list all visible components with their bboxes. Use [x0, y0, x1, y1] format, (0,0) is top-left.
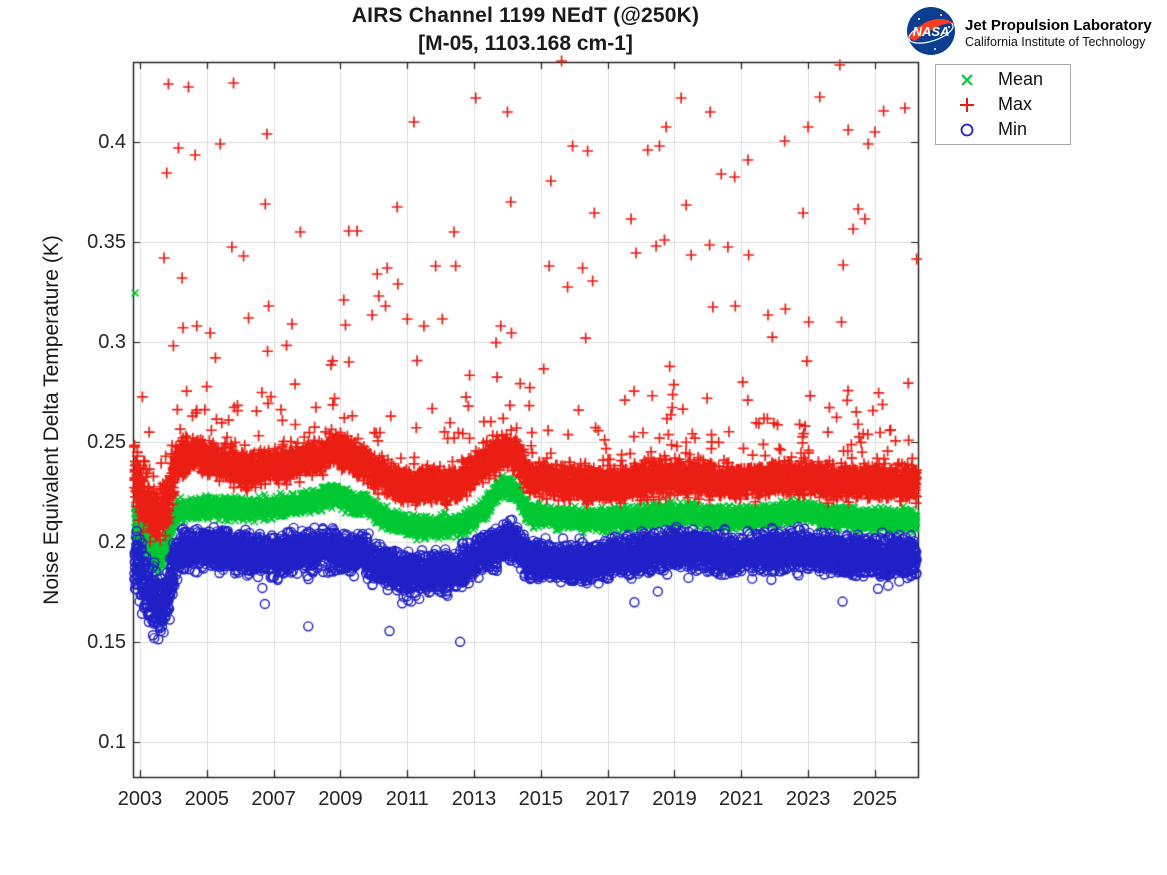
legend-label-min: Min	[998, 119, 1028, 139]
y-tick-label: 0.2	[98, 531, 126, 553]
y-tick-label: 0.4	[98, 131, 126, 153]
legend-item-min: Min	[936, 117, 1070, 142]
x-tick-label: 2023	[785, 788, 831, 810]
jpl-logo: NASA Jet Propulsion Laboratory Californi…	[905, 5, 1152, 62]
chart-legend: Mean Max Min	[935, 64, 1071, 145]
legend-label-mean: Mean	[998, 69, 1044, 89]
y-axis-label: Noise Equivalent Delta Temperature (K)	[40, 235, 63, 605]
jpl-caltech: California Institute of Technology	[965, 35, 1146, 49]
min-marker-icon	[936, 121, 998, 139]
x-tick-label: 2003	[117, 788, 163, 810]
x-tick-label: 2025	[852, 788, 898, 810]
nasa-meatball-icon: NASA	[905, 5, 957, 62]
legend-item-max: Max	[936, 92, 1070, 117]
jpl-wordmark: Jet Propulsion Laboratory California Ins…	[965, 17, 1152, 50]
legend-label-max: Max	[998, 94, 1033, 114]
mean-marker-icon	[936, 71, 998, 89]
y-tick-label: 0.1	[98, 731, 126, 753]
x-tick-label: 2017	[585, 788, 630, 810]
y-tick-label: 0.25	[87, 431, 126, 453]
svg-text:NASA: NASA	[913, 24, 950, 39]
y-tick-label: 0.35	[87, 231, 126, 253]
x-tick-label: 2007	[251, 788, 296, 810]
x-tick-label: 2005	[184, 788, 230, 810]
x-tick-label: 2019	[652, 788, 697, 810]
x-tick-label: 2009	[318, 788, 363, 810]
legend-item-mean: Mean	[936, 67, 1070, 92]
y-tick-label: 0.3	[98, 331, 126, 353]
jpl-name: Jet Propulsion Laboratory	[965, 17, 1152, 34]
x-tick-label: 2013	[451, 788, 497, 810]
x-tick-label: 2021	[719, 788, 764, 810]
x-tick-label: 2015	[518, 788, 564, 810]
x-tick-label: 2011	[385, 788, 429, 810]
chart-subtitle: [M-05, 1103.168 cm-1]	[418, 32, 633, 55]
max-marker-icon	[936, 96, 998, 114]
chart-title: AIRS Channel 1199 NEdT (@250K)	[351, 4, 700, 27]
y-tick-label: 0.15	[87, 631, 126, 653]
